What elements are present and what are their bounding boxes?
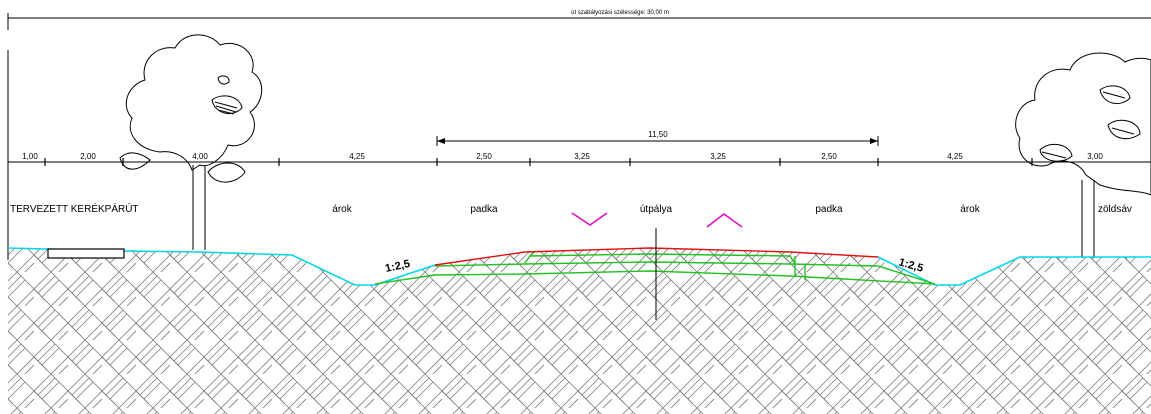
ground-hatch [8, 248, 1151, 414]
dim-label-6: 3,25 [574, 152, 590, 161]
bike-path-block [47, 248, 125, 259]
zone-label-ditch-right: árok [960, 204, 980, 215]
tree-right-icon [1015, 52, 1151, 258]
dim-label-3: 4,00 [192, 152, 208, 161]
dim-label-7: 3,25 [710, 152, 726, 161]
crossfall-right-icon [706, 213, 743, 228]
terrain-line [7, 247, 1151, 286]
dim-label-8: 2,50 [821, 152, 837, 161]
zone-label-carriageway: útpálya [640, 204, 673, 215]
slope-label-left: 1:2,5 [384, 258, 411, 275]
dim-label-4: 4,25 [349, 152, 365, 161]
overall-width-label: út szabályozási szélessége: 30,00 m [571, 10, 669, 16]
pavement-top-line [434, 247, 879, 266]
zone-label-ditch-left: árok [332, 204, 352, 215]
zone-label-bike-path: TERVEZETT KERÉKPÁRÚT [10, 202, 139, 215]
pavement-layers [374, 250, 936, 285]
dim-label-1: 1,00 [22, 152, 38, 161]
dim-label-10: 3,00 [1087, 152, 1103, 161]
zone-label-green-strip: zöldsáv [1098, 204, 1132, 215]
zone-label-shoulder-left: padka [470, 204, 498, 215]
tree-left-icon [119, 34, 263, 250]
pavement-width-label: 11,50 [648, 130, 668, 139]
zone-label-shoulder-right: padka [815, 204, 843, 215]
dim-label-5: 2,50 [476, 152, 492, 161]
dim-label-9: 4,25 [947, 152, 963, 161]
dim-label-2: 2,00 [80, 152, 96, 161]
crossfall-left-icon [571, 212, 608, 226]
